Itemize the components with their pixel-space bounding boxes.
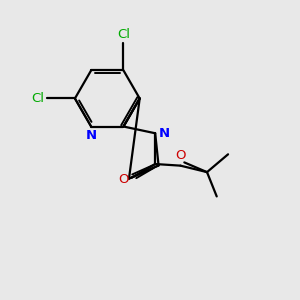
Text: Cl: Cl: [31, 92, 44, 105]
Text: N: N: [85, 130, 97, 142]
Text: O: O: [175, 149, 186, 162]
Text: N: N: [159, 127, 170, 140]
Text: O: O: [118, 172, 129, 186]
Text: Cl: Cl: [117, 28, 130, 40]
